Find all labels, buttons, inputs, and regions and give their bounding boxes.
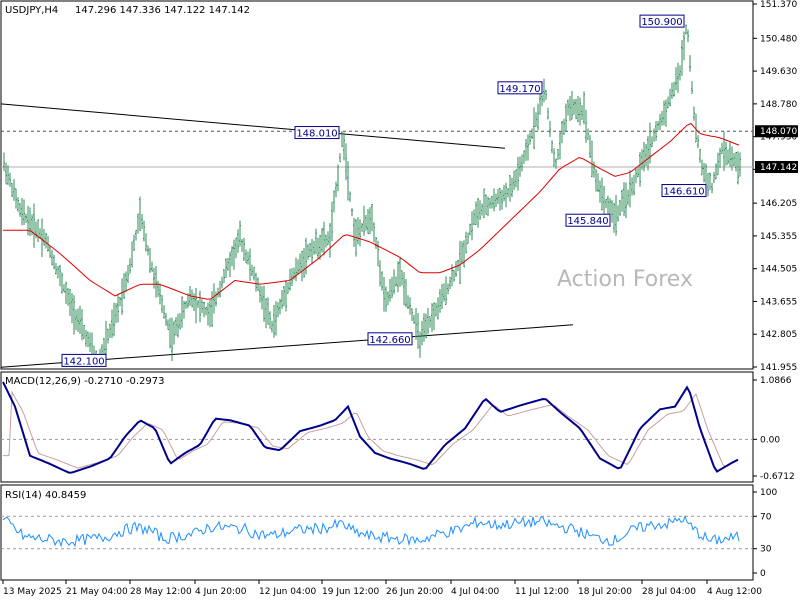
macd-panel xyxy=(0,371,754,483)
x-tick-label: 21 May 04:00 xyxy=(66,587,128,597)
y-axis: 151.370150.480149.630148.780147.930147.0… xyxy=(753,0,798,579)
macd-y-tick-label: 1.0866 xyxy=(760,376,792,386)
macd-layer xyxy=(1,381,753,474)
price-annotation-box xyxy=(367,332,413,346)
x-tick-label: 13 May 2025 xyxy=(3,587,62,597)
price-y-tick-label: 142.805 xyxy=(760,330,797,340)
price-annotation-label: 149.170 xyxy=(499,84,540,95)
price-y-tick-label: 141.955 xyxy=(760,363,797,373)
price-annotation-label: 148.010 xyxy=(296,129,337,140)
price-y-tick-label: 145.355 xyxy=(760,232,797,242)
price-y-tick-label: 146.205 xyxy=(760,199,797,209)
x-tick-label: 4 Aug 12:00 xyxy=(707,587,762,597)
price-header-symbol: USDJPY,H4 xyxy=(5,5,58,16)
price-annotation-box xyxy=(639,14,685,28)
rsi-panel xyxy=(0,484,754,581)
price-annotation-box xyxy=(294,126,340,140)
rsi-line xyxy=(2,514,740,548)
price-annotation-label: 142.100 xyxy=(63,356,104,367)
x-tick-label: 28 May 12:00 xyxy=(130,587,192,597)
rsi-y-tick-label: 30 xyxy=(760,545,772,555)
current-price-tag xyxy=(755,161,798,174)
price-y-tick-label: 147.930 xyxy=(760,133,797,143)
price-y-tick-label: 148.780 xyxy=(760,100,797,110)
price-y-tick-label: 143.655 xyxy=(760,297,797,307)
level-tag xyxy=(755,125,798,138)
x-tick-label: 4 Jun 20:00 xyxy=(195,587,247,597)
price-header-ohlc: 147.296 147.336 147.122 147.142 xyxy=(75,5,250,16)
moving-average-line xyxy=(3,122,740,300)
x-tick-label: 19 Jun 12:00 xyxy=(322,587,379,597)
macd-line xyxy=(2,381,739,474)
price-panel xyxy=(0,0,754,370)
price-annotation-box xyxy=(61,353,107,367)
rsi-y-tick-label: 70 xyxy=(760,512,772,522)
x-tick-label: 28 Jul 04:00 xyxy=(642,587,696,597)
rsi-y-tick-label: 100 xyxy=(760,488,777,498)
price-annotation-label: 145.840 xyxy=(567,216,608,227)
price-y-tick-label: 151.370 xyxy=(760,0,797,10)
price-annotation-label: 142.660 xyxy=(369,335,410,346)
x-axis: 13 May 2025 21 May 04:00 28 May 12:00 4 Jun… xyxy=(2,580,762,597)
price-layer: 150.900 149.170 148.010 146.610 145.840 142.6… xyxy=(0,14,753,368)
price-y-tick-label: 149.630 xyxy=(760,67,797,77)
x-tick-label: 12 Jun 04:00 xyxy=(259,587,316,597)
price-annotation-box xyxy=(497,81,543,95)
x-tick-label: 18 Jul 20:00 xyxy=(578,587,632,597)
price-y-tick-label: 150.480 xyxy=(760,34,797,44)
x-tick-label: 26 Jun 20:00 xyxy=(386,587,443,597)
price-annotation-label: 150.900 xyxy=(641,17,682,28)
price-y-tick-label: 144.505 xyxy=(760,265,797,275)
price-annotation-box xyxy=(565,213,611,227)
macd-y-tick-label: 0.00 xyxy=(760,435,780,445)
watermark: Action Forex xyxy=(557,267,693,292)
price-annotation-label: 146.610 xyxy=(663,187,704,198)
price-annotation-box xyxy=(661,184,707,198)
current-price-tag-label: 147.142 xyxy=(760,163,797,173)
macd-title: MACD(12,26,9) -0.2710 -0.2973 xyxy=(5,376,165,387)
macd-y-tick-label: -0.6712 xyxy=(760,472,795,482)
x-tick-label: 4 Jul 04:00 xyxy=(451,587,500,597)
upper-trendline xyxy=(0,103,506,149)
x-tick-label: 11 Jul 12:00 xyxy=(515,587,569,597)
rsi-y-tick-label: 0 xyxy=(760,569,766,579)
macd-signal-line xyxy=(3,390,739,469)
rsi-title: RSI(14) 40.8459 xyxy=(5,490,86,501)
level-tag-label: 148.070 xyxy=(760,127,797,137)
rsi-layer xyxy=(1,514,753,550)
